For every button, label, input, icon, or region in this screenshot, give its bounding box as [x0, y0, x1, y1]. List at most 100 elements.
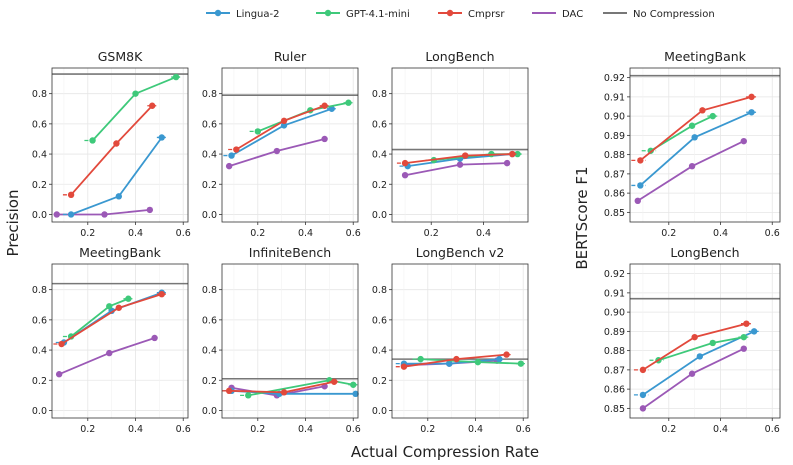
data-point: [113, 140, 120, 147]
series-dac: [634, 137, 747, 205]
y-tick-label: 0.4: [202, 346, 217, 357]
series-line: [257, 101, 349, 133]
y-tick-label: 0.87: [604, 365, 625, 376]
y-axis-label-left: Precision: [4, 190, 22, 257]
x-tick-label: 0.6: [346, 228, 361, 239]
legend-label: Cmprsr: [468, 9, 505, 20]
series-dac: [225, 135, 328, 170]
subplot-title: LongBench: [425, 49, 494, 64]
subplot-title: LongBench: [670, 245, 739, 260]
series-lingua-2: [633, 328, 759, 399]
data-point: [634, 197, 641, 205]
y-tick-label: 0.88: [604, 150, 625, 161]
y-tick-label: 0.8: [32, 89, 47, 100]
data-point: [456, 161, 464, 168]
data-point: [514, 150, 521, 158]
y-tick-label: 0.88: [604, 346, 625, 357]
data-point: [125, 295, 132, 302]
series-gpt-4-1-mini: [240, 377, 358, 399]
x-tick-label: 0.6: [176, 228, 191, 239]
y-tick-label: 0.6: [202, 315, 217, 326]
legend-swatch-marker: [446, 9, 454, 17]
series-cmprsr: [631, 93, 757, 164]
data-point: [280, 389, 288, 396]
subplot-longbench: 0.0 0.2 0.4 0.6 0.8 0.2 0.4 LongBench: [372, 49, 529, 239]
legend-item-gpt-4-1-mini: GPT-4.1-mini: [316, 9, 410, 20]
axes-frame: [51, 263, 189, 419]
y-tick-label: 0.2: [372, 376, 387, 387]
data-point: [321, 102, 328, 109]
x-tick-label: 0.4: [713, 424, 728, 435]
series-dac: [639, 345, 747, 412]
data-point: [149, 102, 156, 109]
legend: Lingua-2 GPT-4.1-mini Cmprsr DAC No Compress…: [206, 9, 715, 20]
data-point: [151, 334, 158, 342]
data-point: [400, 363, 408, 370]
x-tick-label: 0.2: [250, 424, 265, 435]
x-tick-label: 0.6: [346, 424, 361, 435]
legend-item-cmprsr: Cmprsr: [438, 9, 505, 20]
data-point: [691, 333, 698, 341]
y-tick-label: 0.91: [604, 92, 625, 103]
data-point: [639, 366, 647, 374]
axes-frame: [221, 67, 359, 223]
y-tick-label: 0.8: [202, 89, 217, 100]
y-tick-label: 0.2: [202, 376, 217, 387]
y-tick-label: 0.2: [32, 180, 47, 191]
subplot-gsm8k: 0.0 0.2 0.4 0.6 0.8 0.2 0.4 0.6 GSM8K: [32, 49, 191, 239]
y-tick-label: 0.4: [202, 150, 217, 161]
y-tick-label: 0.92: [604, 73, 625, 84]
y-tick-label: 0.4: [372, 150, 387, 161]
subplot-meetingbank: 0.85 0.86 0.87 0.88 0.89 0.90 0.91 0.92 0.2 0.4 0.…: [604, 49, 781, 239]
x-tick-label: 0.4: [298, 424, 313, 435]
data-point: [462, 152, 469, 159]
x-tick-label: 0.4: [298, 228, 313, 239]
data-point: [709, 339, 716, 347]
y-tick-label: 0.89: [604, 131, 625, 142]
data-point: [280, 122, 288, 129]
series-line: [639, 96, 752, 162]
data-point: [688, 162, 696, 170]
x-tick-label: 0.2: [420, 424, 435, 435]
data-point: [503, 351, 510, 358]
series-lingua-2: [223, 105, 336, 159]
series-cmprsr: [228, 102, 329, 153]
subplot-title: InfiniteBench: [249, 245, 331, 260]
y-tick-label: 0.90: [604, 112, 625, 123]
data-point: [691, 134, 698, 141]
subplot-longbench-v2: 0.0 0.2 0.4 0.6 0.8 0.2 0.4 0.6 LongBench v2: [372, 245, 531, 435]
x-tick-label: 0.6: [516, 424, 531, 435]
series-cmprsr: [633, 320, 751, 374]
y-tick-label: 0.85: [604, 404, 625, 415]
y-tick-label: 0.8: [32, 285, 47, 296]
series-cmprsr: [222, 378, 339, 396]
data-point: [637, 157, 644, 164]
x-tick-label: 0.6: [765, 424, 780, 435]
y-tick-label: 0.0: [202, 210, 217, 221]
data-point: [280, 117, 288, 125]
data-point: [474, 358, 482, 366]
x-tick-label: 0.4: [128, 424, 143, 435]
axes-frame: [391, 263, 529, 419]
x-tick-label: 0.6: [176, 424, 191, 435]
series-lingua-2: [631, 109, 757, 189]
axes-frame: [221, 263, 359, 419]
x-tick-label: 0.4: [468, 424, 483, 435]
data-point: [225, 162, 233, 170]
y-tick-label: 0.2: [372, 180, 387, 191]
data-point: [453, 355, 460, 363]
legend-swatch-marker: [324, 9, 332, 17]
y-tick-label: 0.0: [32, 210, 47, 221]
y-tick-label: 0.90: [604, 308, 625, 319]
y-tick-label: 0.4: [32, 346, 47, 357]
series-gpt-4-1-mini: [84, 73, 181, 144]
data-point: [53, 211, 60, 218]
data-point: [743, 320, 750, 327]
y-tick-label: 0.92: [604, 269, 625, 280]
data-point: [55, 371, 63, 378]
subplot-title: LongBench v2: [416, 245, 505, 260]
data-point: [750, 328, 758, 335]
data-point: [740, 137, 747, 145]
y-tick-label: 0.0: [372, 406, 387, 417]
